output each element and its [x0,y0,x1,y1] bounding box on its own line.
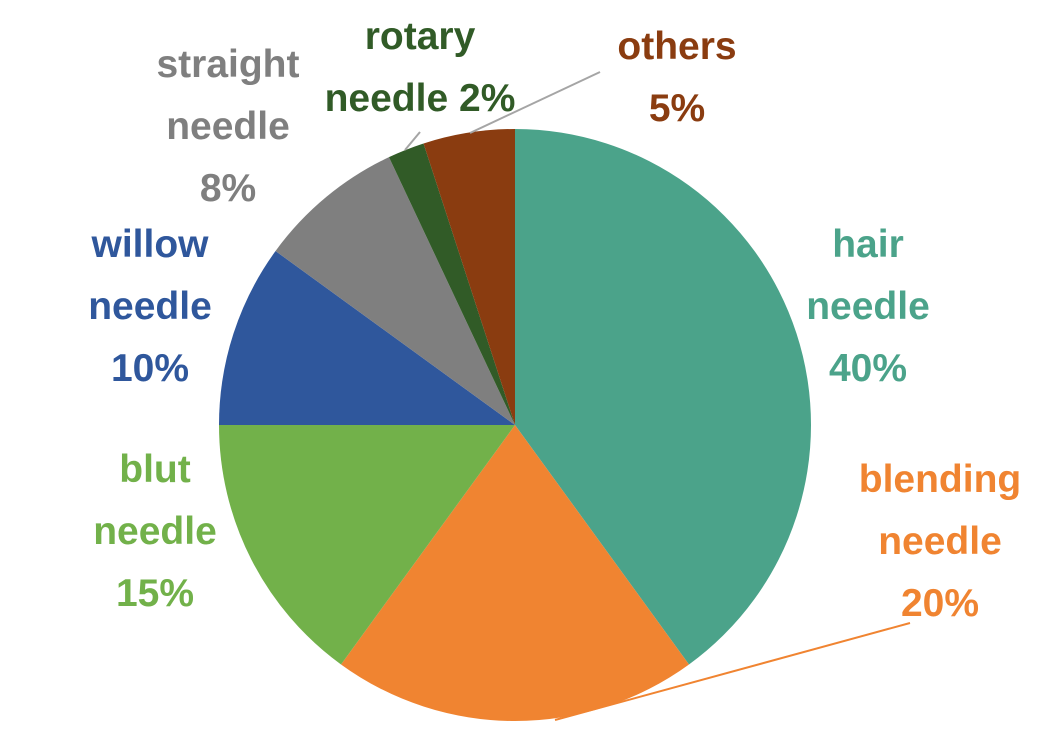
category-label: straight needle [156,43,300,148]
value-label: 10% [110,347,190,390]
value-label: 5% [648,87,706,130]
value-label: 20% [900,582,980,625]
slice-label: hair needle 40% [793,214,943,400]
pie-slice [219,251,515,425]
slice-label: straight needle 8% [143,34,313,220]
pie-slice [423,129,515,425]
category-label: blut needle [93,448,217,553]
leader-line [404,131,421,151]
pie-slice [275,157,515,425]
leader-line [469,71,601,134]
pie-slice [219,425,515,665]
pie-slice [515,129,811,665]
category-label: hair needle [806,223,930,328]
category-label: rotary needle [324,15,476,120]
value-label: 8% [199,167,257,210]
slice-label: rotary needle 2% [305,6,535,130]
pie-slice [341,425,689,722]
slice-label: others 5% [602,16,752,140]
slice-label: blending needle 20% [840,449,1040,635]
category-label: willow needle [88,223,212,328]
slice-label: willow needle 10% [75,214,225,400]
category-label: others [617,25,737,68]
category-label: blending needle [858,458,1022,563]
value-label: 15% [115,572,195,615]
leader-line [554,622,911,721]
slice-label: blut needle 15% [80,439,230,625]
value-label: 40% [828,347,908,390]
pie-slice [388,143,515,425]
value-label: 2% [459,77,516,120]
